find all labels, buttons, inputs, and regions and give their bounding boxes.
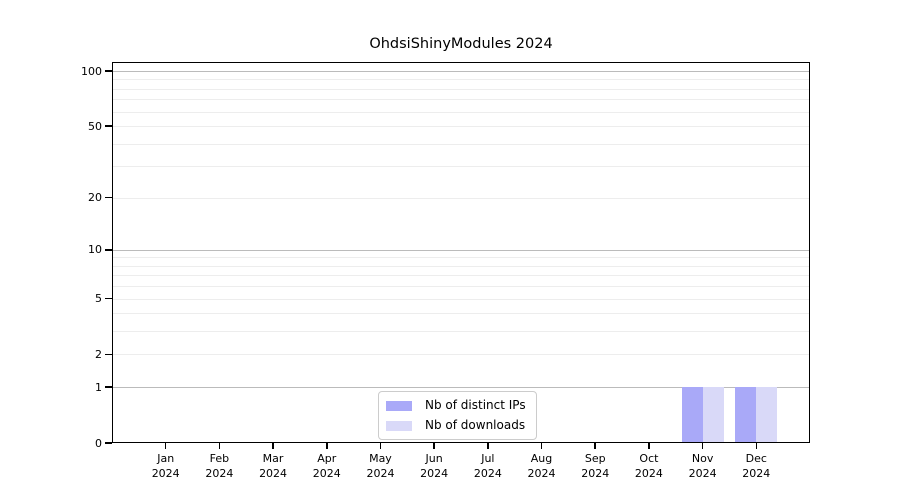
- chart-title: OhdsiShinyModules 2024: [369, 36, 553, 52]
- x-tick-label-dec-2024: Dec 2024: [742, 452, 771, 480]
- x-tick-label-jul-2024: Jul 2024: [473, 452, 502, 480]
- x-tick-dec-2024: [755, 443, 758, 449]
- x-tick-label-may-2024: May 2024: [366, 452, 395, 480]
- x-tick-jan-2024: [164, 443, 167, 449]
- x-tick-label-aug-2024: Aug 2024: [527, 452, 556, 480]
- plot-border: [112, 62, 810, 443]
- gridline-minor-6: [113, 286, 809, 288]
- gridline-minor-90: [113, 79, 809, 81]
- y-tick-label-1: 1: [95, 380, 102, 394]
- x-tick-oct-2024: [648, 443, 650, 449]
- y-tick-label-50: 50: [88, 119, 102, 133]
- gridline-minor-80: [113, 88, 809, 90]
- gridline-major-1: [113, 387, 809, 389]
- gridline-minor-2: [113, 354, 809, 356]
- x-tick-nov-2024: [701, 443, 704, 449]
- bar-nb-of-downloads-dec-2024: [756, 387, 778, 443]
- y-tick-100: [105, 70, 112, 72]
- y-tick-label-20: 20: [88, 191, 102, 205]
- bar-nb-of-distinct-ips-nov-2024: [681, 387, 703, 443]
- x-tick-label-jun-2024: Jun 2024: [420, 452, 449, 480]
- gridline-minor-70: [113, 99, 809, 101]
- y-tick-5: [105, 297, 112, 300]
- gridline-major-10: [113, 249, 809, 251]
- gridline-minor-60: [113, 111, 809, 113]
- y-tick-20: [105, 196, 112, 199]
- x-tick-label-apr-2024: Apr 2024: [312, 452, 341, 480]
- x-tick-jun-2024: [433, 443, 435, 449]
- legend-item-downloads: Nb of downloads: [386, 417, 526, 434]
- legend-swatch-distinct-ips-icon: [386, 400, 412, 411]
- x-tick-label-oct-2024: Oct 2024: [634, 452, 663, 480]
- legend-swatch-downloads-icon: [386, 420, 412, 431]
- x-tick-may-2024: [379, 443, 382, 449]
- bar-nb-of-downloads-nov-2024: [702, 387, 724, 443]
- y-tick-2: [105, 353, 112, 356]
- gridline-minor-8: [113, 265, 809, 267]
- legend: Nb of distinct IPs Nb of downloads: [378, 391, 537, 440]
- x-tick-sep-2024: [594, 443, 597, 449]
- y-tick-50: [105, 125, 112, 127]
- y-tick-0: [105, 442, 112, 444]
- y-tick-label-10: 10: [88, 243, 102, 257]
- gridline-minor-9: [113, 257, 809, 259]
- x-tick-mar-2024: [272, 443, 274, 449]
- gridline-minor-30: [113, 166, 809, 168]
- gridline-minor-20: [113, 197, 809, 199]
- x-tick-jul-2024: [487, 443, 489, 449]
- y-tick-label-100: 100: [81, 64, 102, 78]
- x-tick-apr-2024: [325, 443, 328, 449]
- x-tick-aug-2024: [540, 443, 543, 449]
- x-tick-label-jan-2024: Jan 2024: [151, 452, 180, 480]
- x-tick-label-feb-2024: Feb 2024: [205, 452, 234, 480]
- x-tick-label-nov-2024: Nov 2024: [688, 452, 717, 480]
- x-tick-label-mar-2024: Mar 2024: [259, 452, 288, 480]
- bar-nb-of-distinct-ips-dec-2024: [735, 387, 757, 443]
- gridline-minor-4: [113, 313, 809, 315]
- legend-item-distinct-ips: Nb of distinct IPs: [386, 397, 526, 414]
- y-tick-1: [105, 386, 112, 388]
- gridline-minor-7: [113, 275, 809, 277]
- gridline-major-100: [113, 71, 809, 73]
- y-tick-label-0: 0: [95, 436, 102, 450]
- legend-label-downloads: Nb of downloads: [425, 418, 526, 432]
- gridline-minor-5: [113, 298, 809, 300]
- y-tick-label-5: 5: [95, 292, 102, 306]
- legend-label-distinct-ips: Nb of distinct IPs: [425, 398, 526, 412]
- gridline-minor-50: [113, 126, 809, 128]
- y-tick-label-2: 2: [95, 347, 102, 361]
- x-tick-label-sep-2024: Sep 2024: [581, 452, 610, 480]
- x-tick-feb-2024: [218, 443, 221, 449]
- gridline-minor-3: [113, 331, 809, 333]
- y-tick-10: [105, 248, 112, 251]
- gridline-minor-40: [113, 143, 809, 145]
